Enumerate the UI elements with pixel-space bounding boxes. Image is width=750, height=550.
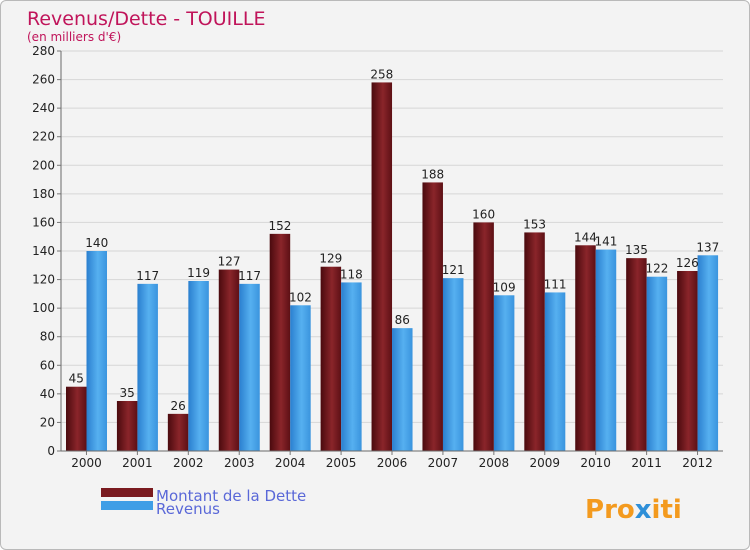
bar-revenus-2006 xyxy=(392,328,413,451)
x-tick-label-2002: 2002 xyxy=(173,456,204,470)
y-tick-label: 260 xyxy=(32,73,55,87)
value-label-montant-de-la-dette-2012: 126 xyxy=(676,256,699,270)
value-label-revenus-2007: 121 xyxy=(442,263,465,277)
bar-montant-de-la-dette-2005 xyxy=(320,266,342,451)
value-label-montant-de-la-dette-2004: 152 xyxy=(268,219,291,233)
y-tick-label: 100 xyxy=(32,301,55,315)
value-label-montant-de-la-dette-2002: 26 xyxy=(170,399,185,413)
value-label-montant-de-la-dette-2000: 45 xyxy=(69,372,84,386)
bar-montant-de-la-dette-2001 xyxy=(116,401,138,451)
bar-montant-de-la-dette-2000 xyxy=(66,386,87,451)
value-label-revenus-2012: 137 xyxy=(696,240,719,254)
value-label-revenus-2004: 102 xyxy=(289,290,312,304)
bar-montant-de-la-dette-2011 xyxy=(626,258,647,451)
bar-revenus-2010 xyxy=(595,249,617,451)
bar-montant-de-la-dette-2007 xyxy=(422,182,443,451)
axes xyxy=(60,51,723,452)
x-tick-label-2003: 2003 xyxy=(224,456,255,470)
y-tick-label: 0 xyxy=(47,444,55,458)
bar-revenus-2003 xyxy=(239,283,260,451)
bar-montant-de-la-dette-2004 xyxy=(269,233,291,451)
value-labels: 4514035117261191271171521021291182588618… xyxy=(69,67,720,412)
x-tick-label-2001: 2001 xyxy=(122,456,153,470)
proxiti-logo: Proxiti xyxy=(585,495,682,525)
y-tick-label: 160 xyxy=(32,215,55,229)
value-label-montant-de-la-dette-2011: 135 xyxy=(625,243,648,257)
value-label-montant-de-la-dette-2010: 144 xyxy=(574,230,597,244)
bars xyxy=(66,82,719,451)
value-label-revenus-2001: 117 xyxy=(136,269,159,283)
legend-swatch-montant-de-la-dette xyxy=(101,488,153,497)
x-tick-label-2007: 2007 xyxy=(428,456,459,470)
x-tick-label-2009: 2009 xyxy=(529,456,560,470)
bar-montant-de-la-dette-2003 xyxy=(218,269,240,451)
x-tick-label-2010: 2010 xyxy=(580,456,611,470)
value-label-montant-de-la-dette-2003: 127 xyxy=(218,255,241,269)
value-label-revenus-2009: 111 xyxy=(544,277,567,291)
y-axis-ticks: 0 20 40 60 80 100 120 140 160 180 200 220 240 260 280 xyxy=(32,44,61,458)
bar-montant-de-la-dette-2002 xyxy=(167,413,189,451)
y-tick-label: 40 xyxy=(40,387,55,401)
legend-swatch-revenus xyxy=(101,501,153,510)
bar-revenus-2004 xyxy=(290,305,311,451)
x-tick-label-2008: 2008 xyxy=(479,456,510,470)
y-tick-label: 80 xyxy=(40,330,55,344)
chart-title: Revenus/Dette - TOUILLE xyxy=(27,8,265,30)
x-axis-ticks: 2000 2001 2002 2003 2004 2005 2006 2007 2008 2009… xyxy=(71,451,713,470)
bar-revenus-2008 xyxy=(493,295,515,451)
chart-subtitle: (en milliers d'€) xyxy=(27,30,121,44)
value-label-revenus-2002: 119 xyxy=(187,266,210,280)
value-label-montant-de-la-dette-2009: 153 xyxy=(523,217,546,231)
y-tick-label: 280 xyxy=(32,44,55,58)
bar-revenus-2011 xyxy=(646,276,668,451)
bar-revenus-2007 xyxy=(442,278,464,451)
y-tick-label: 200 xyxy=(32,158,55,172)
y-tick-label: 20 xyxy=(40,415,55,429)
value-label-revenus-2006: 86 xyxy=(395,313,410,327)
legend-label-montant-de-la-dette: Montant de la Dette xyxy=(156,487,306,505)
bar-revenus-2005 xyxy=(341,282,362,451)
value-label-montant-de-la-dette-2006: 258 xyxy=(370,67,393,81)
value-label-revenus-2010: 141 xyxy=(595,235,618,249)
bar-revenus-2012 xyxy=(697,255,719,451)
value-label-revenus-2003: 117 xyxy=(238,269,261,283)
x-tick-label-2004: 2004 xyxy=(275,456,306,470)
value-label-montant-de-la-dette-2008: 160 xyxy=(472,207,495,221)
value-label-revenus-2011: 122 xyxy=(645,262,668,276)
value-label-revenus-2008: 109 xyxy=(493,280,516,294)
y-tick-label: 180 xyxy=(32,187,55,201)
bar-montant-de-la-dette-2006 xyxy=(371,82,393,451)
y-tick-label: 60 xyxy=(40,358,55,372)
x-tick-label-2000: 2000 xyxy=(71,456,102,470)
x-tick-label-2005: 2005 xyxy=(326,456,357,470)
y-tick-label: 220 xyxy=(32,130,55,144)
value-label-montant-de-la-dette-2005: 129 xyxy=(319,252,342,266)
value-label-revenus-2000: 140 xyxy=(85,236,108,250)
bar-revenus-2000 xyxy=(86,251,107,451)
y-tick-label: 120 xyxy=(32,273,55,287)
bar-montant-de-la-dette-2008 xyxy=(473,222,494,451)
x-tick-label-2006: 2006 xyxy=(377,456,408,470)
bar-revenus-2002 xyxy=(188,281,209,451)
bar-montant-de-la-dette-2010 xyxy=(575,245,596,451)
bar-montant-de-la-dette-2012 xyxy=(677,271,698,451)
brand-text: Proxiti xyxy=(585,495,682,525)
y-tick-label: 140 xyxy=(32,244,55,258)
x-tick-label-2011: 2011 xyxy=(631,456,662,470)
value-label-montant-de-la-dette-2007: 188 xyxy=(421,167,444,181)
bar-revenus-2001 xyxy=(137,283,158,451)
bar-revenus-2009 xyxy=(544,292,566,451)
value-label-revenus-2005: 118 xyxy=(340,267,363,281)
x-tick-label-2012: 2012 xyxy=(682,456,713,470)
bar-montant-de-la-dette-2009 xyxy=(524,232,545,451)
y-tick-label: 240 xyxy=(32,101,55,115)
legend-label-revenus: Revenus xyxy=(156,500,220,518)
value-label-montant-de-la-dette-2001: 35 xyxy=(120,386,135,400)
